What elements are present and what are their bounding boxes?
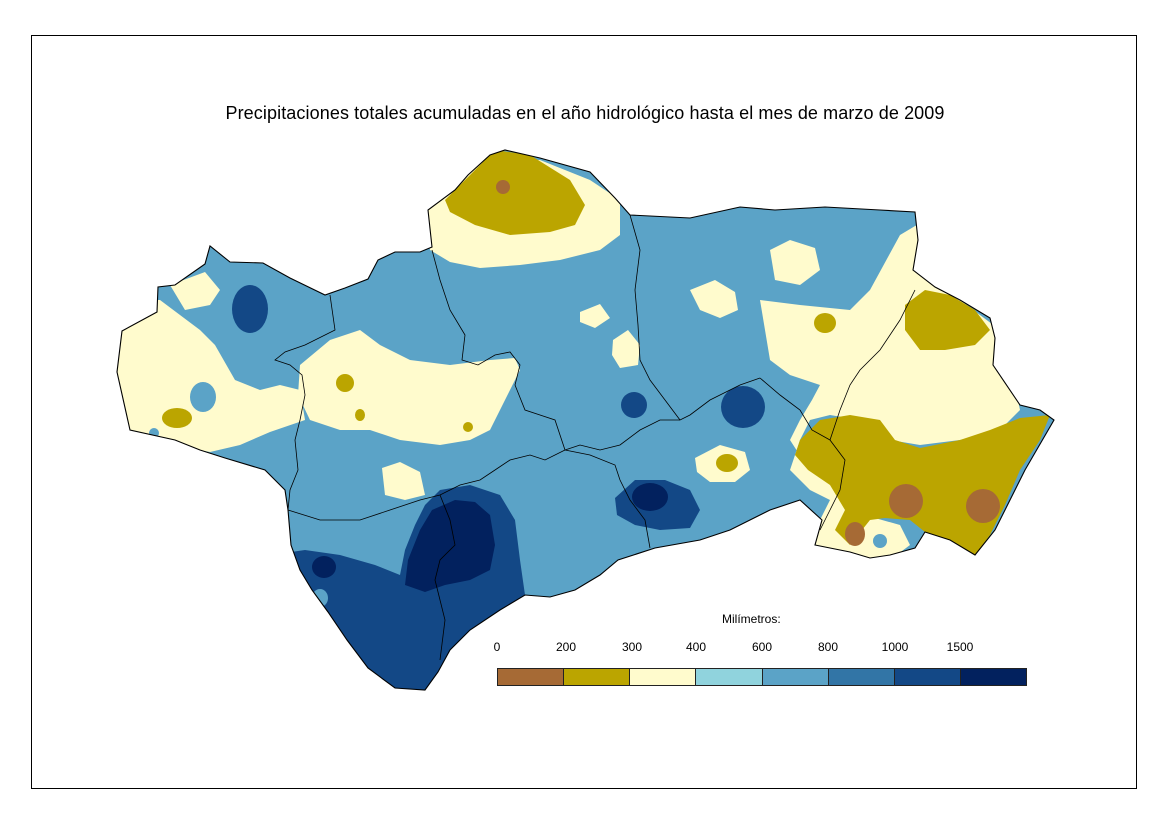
legend-swatch-2 — [630, 669, 697, 685]
legend-swatch-3 — [696, 669, 763, 685]
border-cordoba-jaen — [629, 214, 761, 421]
zone-sevilla-olive3 — [463, 422, 473, 432]
border-huelva-sevilla — [274, 294, 336, 511]
zone-grazalema-darkest — [405, 500, 495, 592]
zone-huelva-sierra-blue — [232, 285, 268, 333]
zone-huelva-west — [117, 300, 305, 452]
zone-almeria-bluedot — [873, 534, 887, 548]
legend-swatch-5 — [828, 669, 895, 685]
map-frame — [31, 35, 1137, 789]
map-title: Precipitaciones totales acumuladas en el… — [225, 103, 945, 123]
zone-huelva-bluespot — [190, 382, 216, 412]
legend-swatch-7 — [960, 669, 1026, 685]
border-granada-almeria — [819, 289, 916, 531]
legend-tick: 400 — [685, 640, 707, 654]
border-sevilla-cadiz — [287, 449, 566, 521]
zone-cordoba-blue — [621, 392, 647, 418]
border-malaga-granada — [564, 449, 651, 549]
zone-almeria-brown1 — [889, 484, 923, 518]
precipitation-zones — [117, 150, 1050, 690]
legend-tick: 1000 — [881, 640, 909, 654]
zone-nevada-darkest — [632, 483, 668, 511]
legend-tick: 1500 — [946, 640, 974, 654]
zone-jaen-center — [580, 304, 610, 328]
zone-cadiz-darkest — [312, 556, 336, 578]
legend-swatch-1 — [564, 669, 631, 685]
border-jaen-granada — [564, 419, 680, 451]
zone-almeria-brown2 — [966, 489, 1000, 523]
legend-swatch-6 — [894, 669, 961, 685]
zone-jaen-olive — [445, 150, 585, 235]
zone-huelva-olive — [162, 408, 192, 428]
legend-title: Milímetros: — [722, 612, 781, 626]
legend-tick: 600 — [751, 640, 773, 654]
border-sevilla-cordoba — [431, 249, 566, 451]
zone-sevilla-olive2 — [355, 409, 365, 421]
legend-color-bar — [497, 668, 1027, 686]
zone-baza-olive — [716, 454, 738, 472]
legend-tick: 300 — [621, 640, 643, 654]
zone-granada-brown — [845, 522, 865, 546]
zone-jaen-center2 — [612, 330, 640, 368]
legend-swatch-0 — [498, 669, 565, 685]
province-borders — [274, 214, 916, 661]
zone-huelva-north — [170, 272, 220, 310]
zone-granada-olive1 — [814, 313, 836, 333]
zone-cazorla — [690, 280, 738, 318]
legend-tick: 200 — [555, 640, 577, 654]
legend-swatch-4 — [762, 669, 829, 685]
zone-granada-blue — [721, 386, 765, 428]
border-cadiz-malaga — [434, 494, 456, 661]
zone-sevilla-campina — [298, 330, 520, 445]
zone-cadiz-bluespot — [312, 589, 328, 607]
border-granada-almeria-south — [759, 377, 831, 441]
zone-jaen-brown — [496, 180, 510, 194]
legend-tick: 800 — [817, 640, 839, 654]
zone-sevilla-south — [382, 462, 425, 500]
zone-sevilla-olive1 — [336, 374, 354, 392]
zone-granada-ne-olive — [905, 290, 990, 350]
zone-granada-north — [770, 240, 820, 285]
legend-tick: 0 — [493, 640, 501, 654]
